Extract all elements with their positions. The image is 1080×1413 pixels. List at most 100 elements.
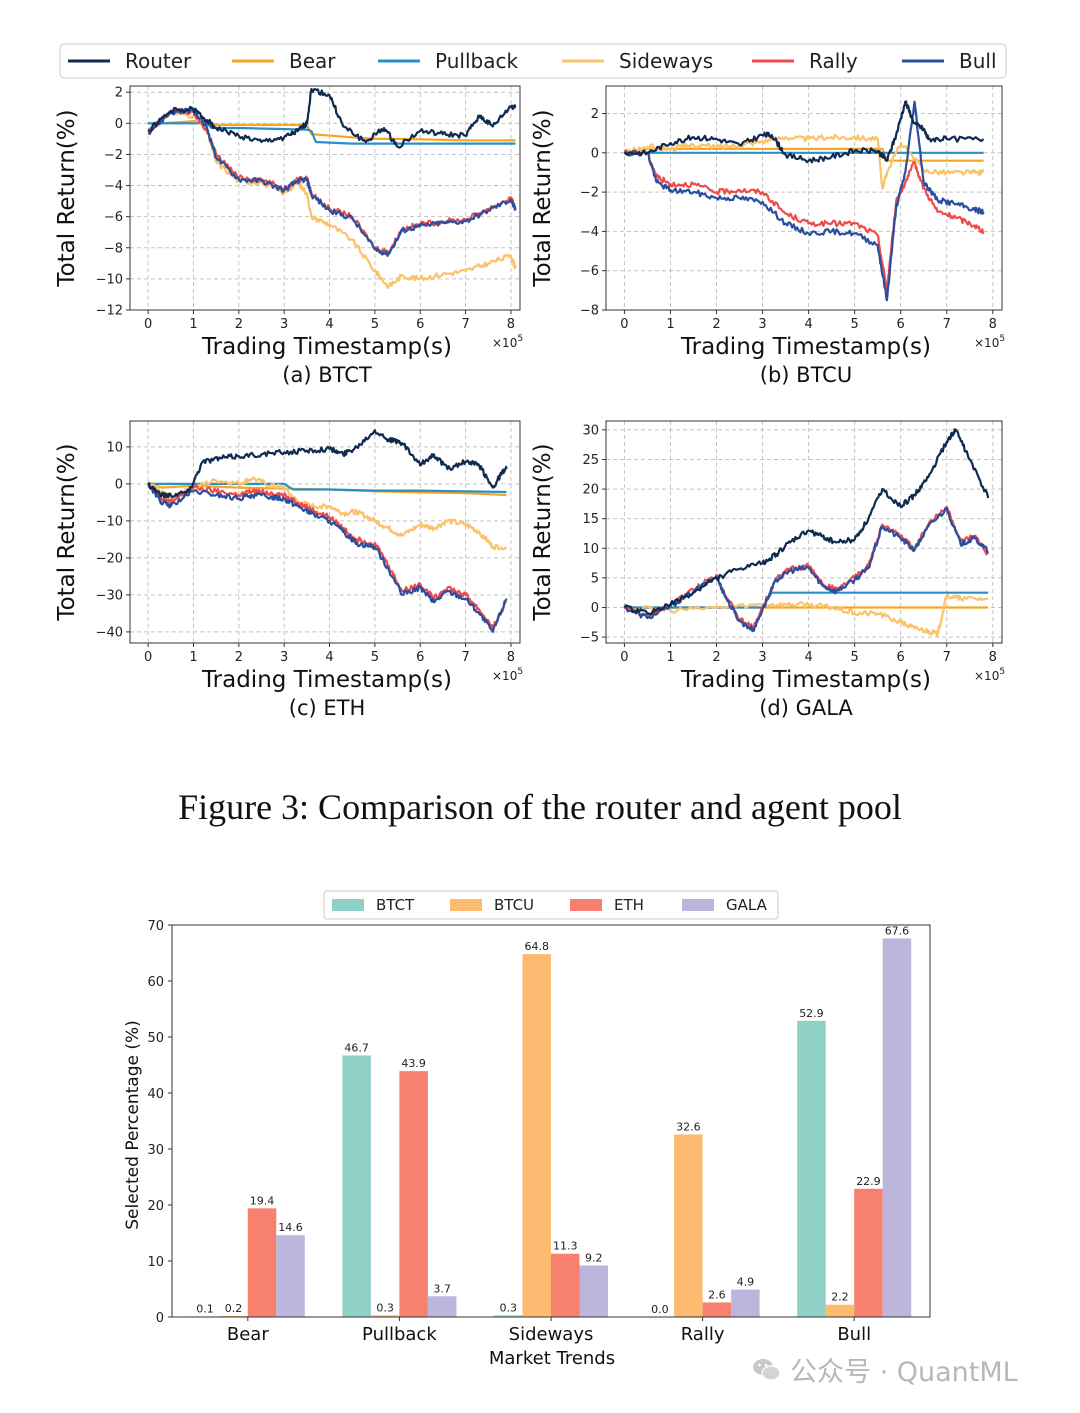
bar-eth-pullback bbox=[399, 1071, 428, 1317]
figure-caption: Figure 3: Comparison of the router and a… bbox=[178, 787, 902, 827]
y-tick-label: 0 bbox=[115, 477, 123, 492]
plot-frame bbox=[171, 924, 931, 1318]
x-tick-label: 1 bbox=[189, 650, 197, 665]
y-tick-label: 10 bbox=[147, 1255, 164, 1270]
bar-gala-rally bbox=[731, 1289, 760, 1317]
x-tick-label: 3 bbox=[280, 650, 288, 665]
legend-label: GALA bbox=[726, 896, 768, 914]
series-line-pullback bbox=[624, 591, 989, 609]
series-line-sideways bbox=[623, 133, 985, 190]
bar-value-label: 3.7 bbox=[433, 1282, 451, 1295]
series-line-bull bbox=[624, 507, 989, 633]
series-line-sideways bbox=[623, 593, 989, 638]
legend-item-eth: ETH bbox=[570, 896, 644, 914]
x-tick-label: 1 bbox=[666, 317, 674, 332]
bar-gala-pullback bbox=[427, 1296, 457, 1317]
bar-value-label: 2.6 bbox=[708, 1288, 726, 1301]
x-tick-label: 3 bbox=[758, 650, 766, 665]
x-tick-label: 2 bbox=[235, 650, 243, 665]
y-tick-label: −20 bbox=[96, 551, 123, 566]
x-axis-label: Trading Timestamp(s) bbox=[201, 667, 452, 693]
x-tick-label: 8 bbox=[507, 317, 515, 332]
bar-eth-bull bbox=[854, 1188, 883, 1317]
x-multiplier-label: ×105 bbox=[492, 334, 523, 350]
x-tick-label: 2 bbox=[712, 317, 720, 332]
legend-frame bbox=[59, 43, 1007, 79]
y-tick-label: 0 bbox=[115, 117, 123, 132]
legend-item-bear: Bear bbox=[232, 49, 336, 73]
plot-frame bbox=[605, 420, 1003, 644]
y-tick-label: 2 bbox=[591, 107, 599, 122]
x-tick-label: 5 bbox=[371, 317, 379, 332]
legend-item-router: Router bbox=[68, 49, 192, 73]
bar-value-label: 52.9 bbox=[799, 1007, 824, 1020]
x-tick-label: 8 bbox=[989, 650, 997, 665]
x-tick-label: Rally bbox=[681, 1324, 725, 1345]
panel-a: 0 1 2 3 4 5 6 7 8 2 0 −2 −4 −6 −8 −10 −12 Trading Timesta… bbox=[54, 85, 523, 387]
x-tick-label: 6 bbox=[897, 317, 905, 332]
selected-percentage-bar-chart: BTCT BTCU ETH GALA 0 10 20 30 40 50 60 70 0.1 0.2 19.4… bbox=[123, 890, 931, 1369]
series-line-router bbox=[147, 87, 517, 149]
series-line-rally bbox=[147, 483, 507, 630]
x-multiplier-label: ×105 bbox=[974, 667, 1005, 683]
legend-label: BTCU bbox=[494, 896, 534, 914]
legend-swatch bbox=[450, 899, 482, 911]
legend-item-pullback: Pullback bbox=[378, 49, 518, 73]
x-tick-label: 1 bbox=[189, 317, 197, 332]
bar-gala-bear bbox=[276, 1235, 305, 1317]
y-tick-label: 20 bbox=[582, 483, 599, 498]
legend-item-rally: Rally bbox=[752, 49, 858, 73]
bar-value-label: 0.1 bbox=[196, 1302, 214, 1315]
bar-value-label: 22.9 bbox=[856, 1175, 881, 1188]
bar-btcu-bull bbox=[825, 1304, 855, 1317]
x-tick-label: 4 bbox=[325, 317, 333, 332]
x-tick-label: 8 bbox=[989, 317, 997, 332]
panel-b: 0 1 2 3 4 5 6 7 8 2 0 −2 −4 −6 −8 Trading Timestamp(s) (… bbox=[530, 85, 1005, 387]
x-multiplier-label: ×105 bbox=[492, 667, 523, 683]
x-tick-label: Pullback bbox=[362, 1324, 437, 1345]
x-tick-label: 4 bbox=[804, 650, 812, 665]
panel-caption: (d) GALA bbox=[759, 696, 853, 720]
router-vs-agent-pool-figure: Router Bear Pullback Sideways Rally Bull 0 1 2 3 4… bbox=[54, 43, 1007, 720]
series-line-rally bbox=[623, 149, 985, 292]
bar-btcu-sideways bbox=[522, 954, 551, 1317]
y-axis-label: Selected Percentage (%) bbox=[123, 1020, 143, 1230]
x-tick-label: 6 bbox=[897, 650, 905, 665]
x-tick-label: 3 bbox=[758, 317, 766, 332]
x-tick-label: Bear bbox=[227, 1324, 269, 1345]
y-tick-label: 0 bbox=[591, 601, 599, 616]
series-line-sideways bbox=[147, 110, 517, 290]
y-tick-label: −2 bbox=[580, 186, 599, 201]
x-tick-label: 7 bbox=[461, 317, 469, 332]
x-tick-label: 5 bbox=[851, 650, 859, 665]
plot-frame bbox=[605, 85, 1003, 311]
x-tick-label: 4 bbox=[804, 317, 812, 332]
y-tick-label: 20 bbox=[147, 1199, 164, 1214]
x-tick-label: 3 bbox=[280, 317, 288, 332]
y-tick-label: 15 bbox=[582, 512, 599, 527]
y-tick-label: −6 bbox=[104, 210, 123, 225]
bar-btcu-rally bbox=[674, 1134, 703, 1317]
y-tick-label: 5 bbox=[591, 571, 599, 586]
y-tick-label: −8 bbox=[580, 304, 599, 319]
x-tick-label: 6 bbox=[416, 650, 424, 665]
x-tick-label: 4 bbox=[325, 650, 333, 665]
series-line-bull bbox=[623, 100, 985, 302]
legend-item-btcu: BTCU bbox=[450, 896, 534, 914]
bar-value-label: 11.3 bbox=[553, 1240, 578, 1253]
legend-label: ETH bbox=[614, 896, 644, 914]
plot-frame bbox=[129, 85, 521, 311]
x-tick-label: 6 bbox=[416, 317, 424, 332]
y-tick-label: −8 bbox=[104, 241, 123, 256]
y-axis-label: Total Return(%) bbox=[530, 443, 556, 621]
x-tick-label: 8 bbox=[507, 650, 515, 665]
y-axis-label: Total Return(%) bbox=[54, 109, 80, 287]
legend-item-sideways: Sideways bbox=[562, 49, 713, 73]
watermark: 公众号 · QuantML bbox=[752, 1350, 1018, 1389]
y-tick-label: 30 bbox=[147, 1143, 164, 1158]
legend-item-bull: Bull bbox=[902, 49, 997, 73]
bar-value-label: 0.3 bbox=[376, 1301, 394, 1314]
x-tick-label: Bull bbox=[837, 1324, 871, 1345]
y-tick-label: −12 bbox=[96, 304, 123, 319]
panel-caption: (c) ETH bbox=[289, 696, 366, 720]
